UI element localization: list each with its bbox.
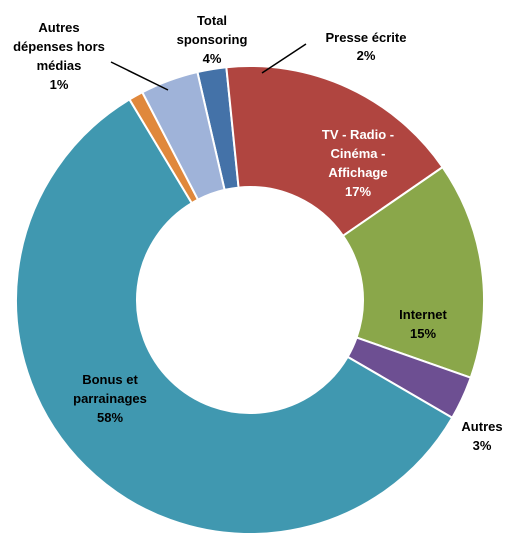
slice-label-line: parrainages xyxy=(73,391,147,406)
donut-slice-2 xyxy=(225,65,445,238)
slice-label-line: 58% xyxy=(97,410,123,425)
slice-label-line: TV - Radio - xyxy=(322,127,394,142)
slice-label-6: Autres dépenses hors médias 1% xyxy=(13,20,105,92)
slice-label-line: 15% xyxy=(410,326,436,341)
slice-label-line: dépenses hors xyxy=(13,39,105,54)
slice-label-line: 1% xyxy=(50,77,69,92)
slice-label-line: Cinéma - xyxy=(331,146,386,161)
slice-label-line: Affichage xyxy=(328,165,387,180)
slice-label-1: Presse écrite 2% xyxy=(326,30,407,63)
slice-label-line: Presse écrite xyxy=(326,30,407,45)
slice-label-3: Internet 15% xyxy=(399,307,447,341)
donut-slice-3 xyxy=(341,165,485,380)
slice-label-5: Bonus et parrainages 58% xyxy=(73,372,147,425)
slice-label-line: Total xyxy=(197,13,227,28)
slice-label-line: 4% xyxy=(203,51,222,66)
slice-label-line: sponsoring xyxy=(177,32,248,47)
slice-label-2: TV - Radio - Cinéma - Affichage 17% xyxy=(322,127,394,199)
leader-line-1 xyxy=(261,43,307,74)
slice-label-line: Autres xyxy=(461,419,502,434)
slice-label-line: 3% xyxy=(473,438,492,453)
slice-label-4: Autres 3% xyxy=(461,419,502,453)
slice-label-line: Bonus et xyxy=(82,372,138,387)
slice-label-7: Total sponsoring 4% xyxy=(177,13,248,66)
donut-slice-5 xyxy=(15,98,454,533)
slice-label-line: 2% xyxy=(357,48,376,63)
slice-label-line: 17% xyxy=(345,184,371,199)
slice-label-line: médias xyxy=(37,58,82,73)
leader-line-6 xyxy=(110,61,169,91)
slice-label-line: Autres xyxy=(38,20,79,35)
slice-label-line: Internet xyxy=(399,307,447,322)
